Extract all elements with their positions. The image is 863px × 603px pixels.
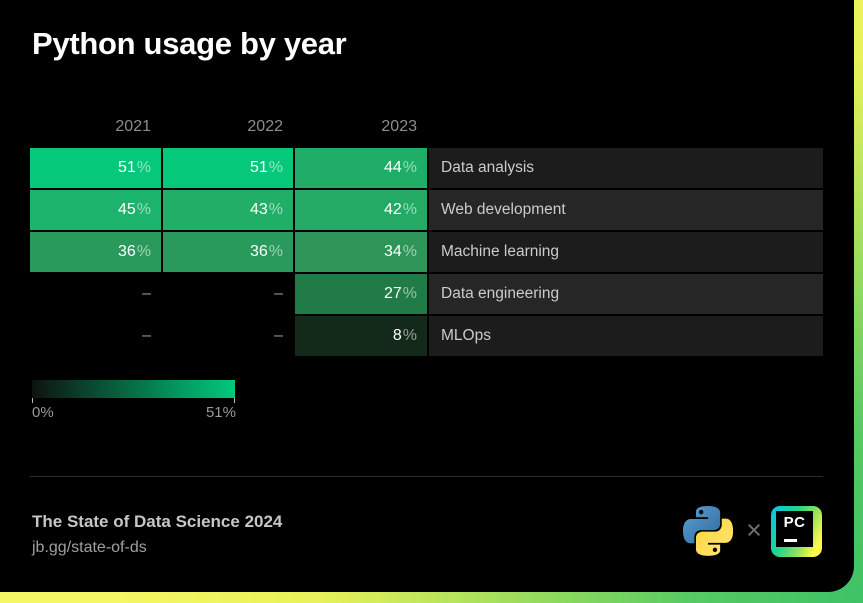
value-cell: 44% [295,148,427,188]
cell-percent-sign: % [268,201,283,218]
value-cell: 34% [295,232,427,272]
value-cell: 51% [163,148,293,188]
row-label: MLOps [429,316,823,356]
source-title: The State of Data Science 2024 [32,512,283,531]
value-cell: 27% [295,274,427,314]
cross-separator: × [746,515,762,545]
empty-cell: – [163,316,293,356]
value-cell: 36% [30,232,161,272]
cell-percent-sign: % [402,243,417,260]
year-header: 2022 [247,118,283,135]
value-cell: 36% [163,232,293,272]
page-title: Python usage by year [32,26,347,61]
cell-percent-sign: % [268,243,283,260]
row-label: Data analysis [429,148,823,188]
legend-tick-max [234,398,235,403]
cell-percent-sign: % [136,159,151,176]
cell-value: 44 [383,159,402,176]
value-cell: 8% [295,316,427,356]
row-label: Machine learning [429,232,823,272]
legend-min-label: 0% [32,404,54,421]
missing-value-dash: – [142,285,151,302]
cell-percent-sign: % [402,159,417,176]
cell-value: 51 [117,159,136,176]
python-logo-icon [683,506,733,556]
year-header: 2021 [115,118,151,135]
row-label: Web development [429,190,823,230]
cell-value: 36 [117,243,136,260]
value-cell: 43% [163,190,293,230]
heatmap-table: 51% 51% 44% Data analysis 45% 43% 42% Web devel… [30,148,823,356]
cell-value: 51 [249,159,268,176]
year-header: 2023 [381,118,417,135]
legend-tick-min [32,398,33,403]
cell-percent-sign: % [402,201,417,218]
pycharm-logo-underscore [784,539,797,542]
missing-value-dash: – [142,327,151,344]
legend-labels: 0% 51% [32,404,236,421]
value-cell: 51% [30,148,161,188]
cell-percent-sign: % [268,159,283,176]
year-header-row: 2021 2022 2023 [30,117,427,137]
legend-gradient-bar [32,380,235,398]
cell-value: 45 [117,201,136,218]
value-cell: 45% [30,190,161,230]
empty-cell: – [163,274,293,314]
value-cell: 42% [295,190,427,230]
cell-percent-sign: % [136,243,151,260]
empty-cell: – [30,316,161,356]
cell-value: 8 [392,327,402,344]
cell-value: 43 [249,201,268,218]
cell-percent-sign: % [136,201,151,218]
cell-value: 36 [249,243,268,260]
missing-value-dash: – [274,327,283,344]
cell-value: 27 [383,285,402,302]
cell-value: 42 [383,201,402,218]
footer-divider [30,476,823,477]
cell-percent-sign: % [402,327,417,344]
pycharm-logo-label: PC [783,514,806,531]
slide-card: Python usage by year 2021 2022 2023 51% 51%… [0,0,854,592]
empty-cell: – [30,274,161,314]
cell-value: 34 [383,243,402,260]
legend-max-label: 51% [205,404,236,421]
missing-value-dash: – [274,285,283,302]
cell-percent-sign: % [402,285,417,302]
pycharm-logo-inner: PC [776,511,813,547]
row-label: Data engineering [429,274,823,314]
pycharm-logo-icon: PC [771,506,822,557]
source-url: jb.gg/state-of-ds [32,539,147,556]
